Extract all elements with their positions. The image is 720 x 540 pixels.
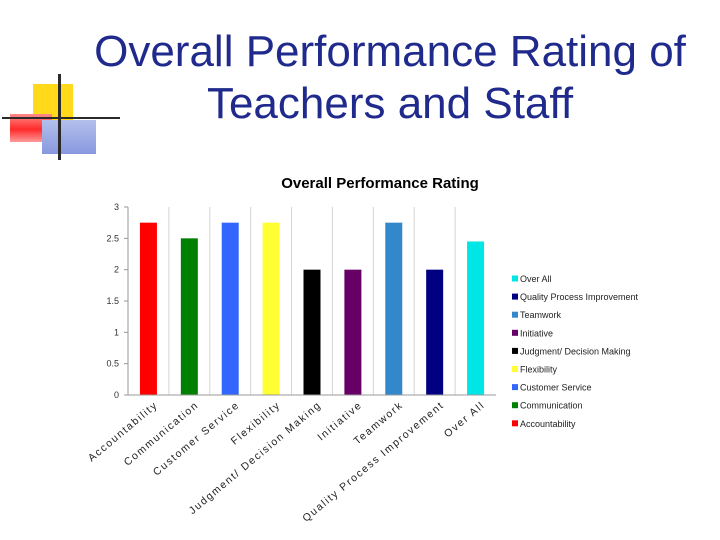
legend-label: Communication	[520, 401, 583, 411]
y-tick-label: 1.5	[106, 296, 119, 306]
legend-swatch	[512, 329, 518, 336]
legend-label: Customer Service	[520, 383, 592, 393]
legend-swatch	[512, 275, 518, 282]
y-axis-tick-labels: 0 0.5 1 1.5 2 2.5 3	[106, 202, 119, 400]
y-tick-label: 0.5	[106, 359, 119, 369]
y-tick-label: 0	[114, 390, 119, 400]
decor-blue-square	[42, 120, 96, 154]
legend-label: Accountability	[520, 419, 576, 429]
chart-legend: Over All Quality Process Improvement Teamw…	[512, 274, 639, 429]
slide-title: Overall Performance Rating of Teachers a…	[94, 27, 686, 128]
bar-judgment-decision-making	[303, 269, 321, 395]
y-tick-label: 2.5	[106, 233, 119, 243]
legend-label: Flexibility	[520, 365, 558, 375]
bar-over-all	[467, 241, 485, 395]
y-tick-label: 1	[114, 327, 119, 337]
legend-swatch	[512, 347, 518, 354]
x-tick-label: Over All	[442, 399, 488, 440]
bar-accountability	[139, 222, 157, 395]
x-tick-label: Communication	[122, 399, 202, 468]
legend-label: Initiative	[520, 328, 553, 338]
legend-swatch	[512, 402, 518, 409]
legend-label: Quality Process Improvement	[520, 292, 639, 302]
chart-axes	[124, 206, 496, 396]
legend-label: Teamwork	[520, 310, 562, 320]
bar-flexibility	[262, 222, 280, 395]
x-tick-label: Accountability	[86, 399, 161, 464]
legend-swatch	[512, 293, 518, 300]
legend-swatch	[512, 311, 518, 318]
bar-communication	[180, 238, 198, 395]
chart-grid	[168, 207, 456, 395]
bar-quality-process-improvement	[426, 269, 444, 395]
y-tick-label: 2	[114, 265, 119, 275]
y-tick-label: 3	[114, 202, 119, 212]
legend-label: Over All	[520, 274, 552, 284]
x-tick-label: Quality Process Improvement	[300, 399, 446, 524]
chart-bars	[139, 222, 485, 395]
legend-swatch	[512, 366, 518, 372]
legend-swatch	[512, 384, 518, 391]
bar-teamwork	[385, 222, 403, 395]
chart-title: Overall Performance Rating	[281, 175, 479, 192]
legend-swatch	[512, 420, 518, 427]
bar-customer-service	[221, 222, 239, 395]
decor-horizontal-line	[2, 117, 120, 119]
legend-label: Judgment/ Decision Making	[520, 346, 631, 356]
bar-initiative	[344, 269, 362, 395]
